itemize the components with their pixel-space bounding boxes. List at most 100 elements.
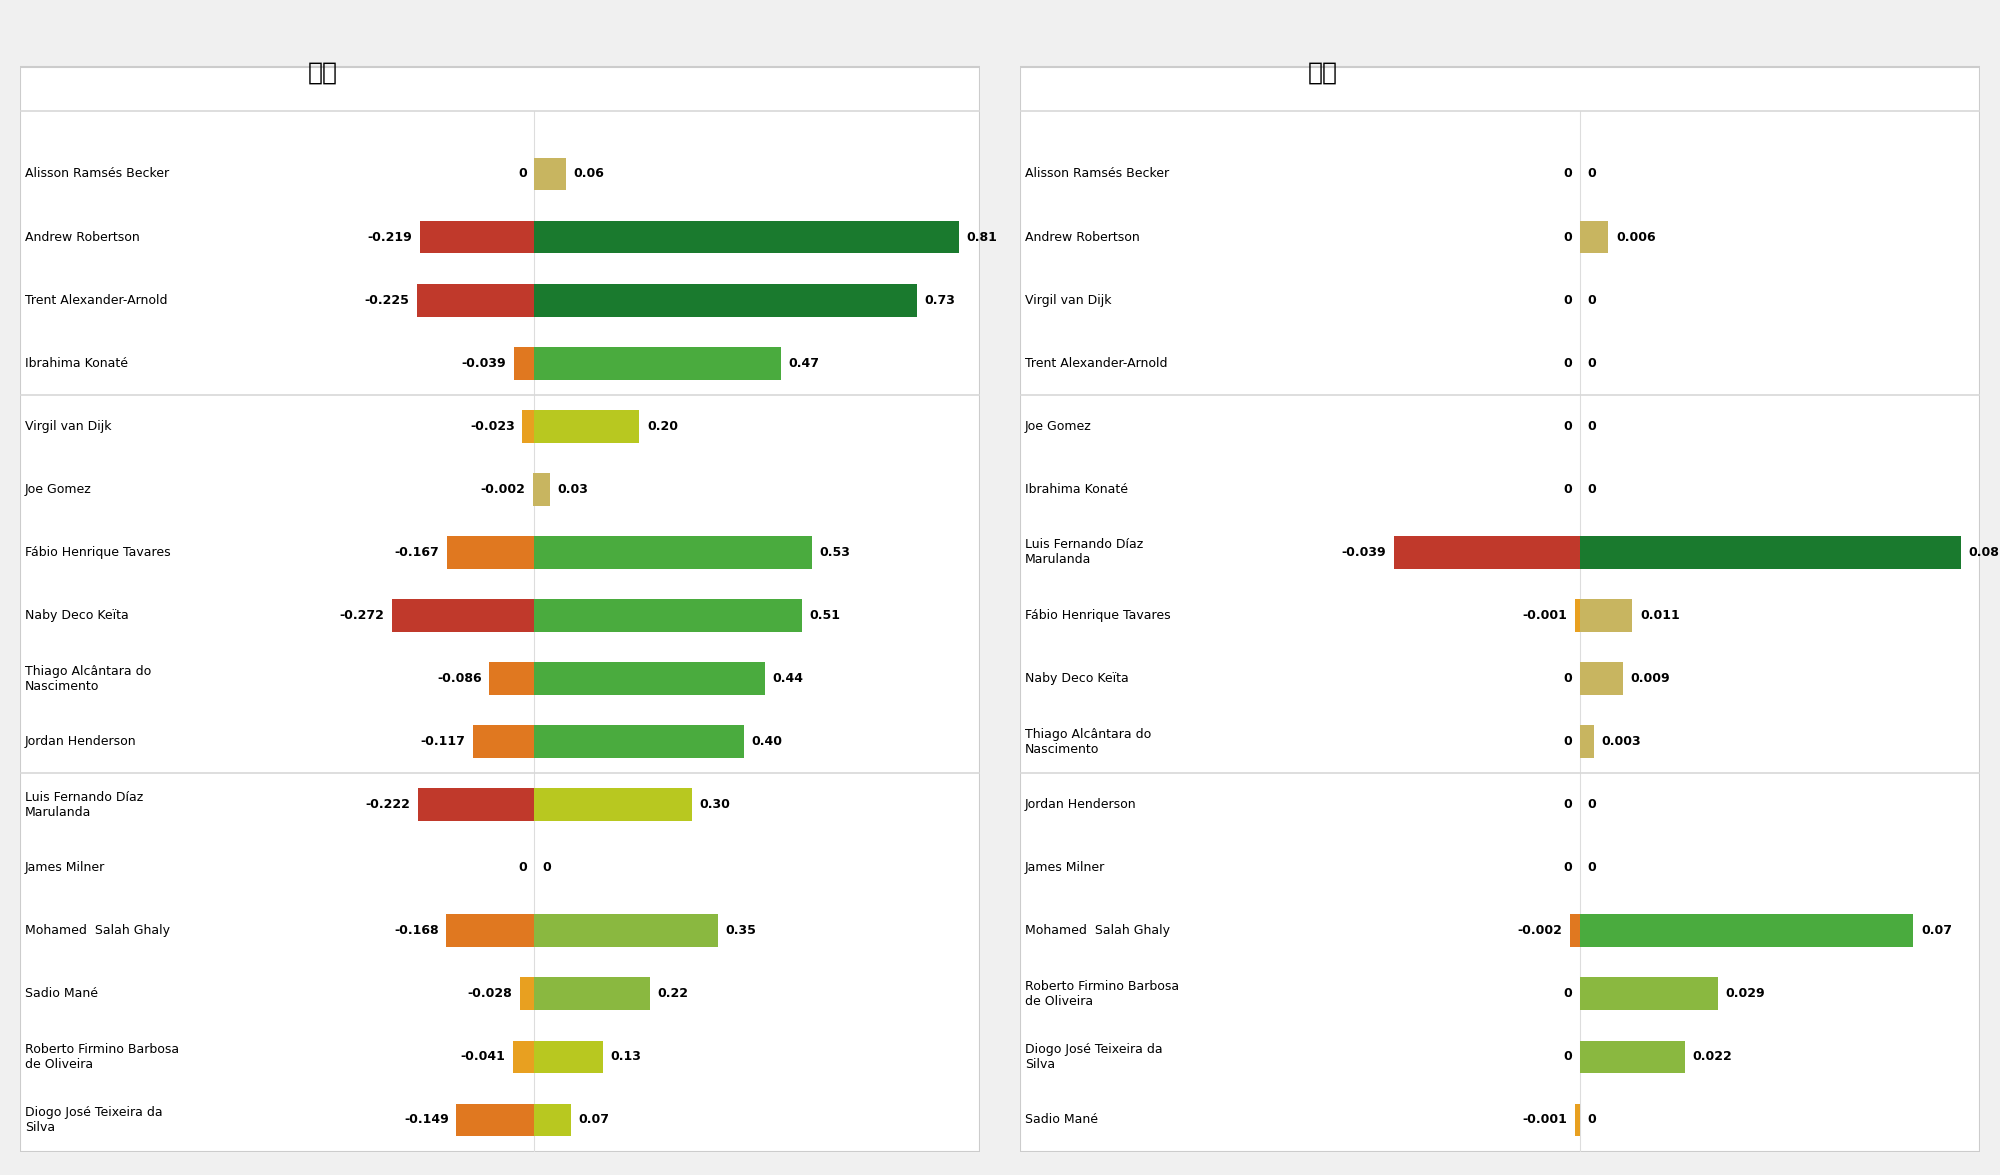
Text: 0: 0 [1588, 483, 1596, 496]
Text: -0.167: -0.167 [394, 546, 440, 559]
Text: -0.219: -0.219 [368, 230, 412, 243]
Bar [534, 347, 780, 380]
Text: -0.272: -0.272 [340, 609, 384, 622]
Text: Thiago Alcântara do
Nascimento: Thiago Alcântara do Nascimento [24, 665, 152, 692]
Text: -0.028: -0.028 [468, 987, 512, 1000]
Text: 0: 0 [1564, 230, 1572, 243]
Text: -0.086: -0.086 [438, 672, 482, 685]
Bar [392, 599, 534, 632]
Text: -0.117: -0.117 [420, 736, 466, 748]
Text: 0: 0 [1564, 294, 1572, 307]
Text: 0.53: 0.53 [820, 546, 850, 559]
Bar [446, 914, 534, 947]
Text: Alisson Ramsés Becker: Alisson Ramsés Becker [24, 168, 168, 181]
Bar [534, 157, 566, 190]
Bar [514, 347, 534, 380]
Text: Jordan Henderson: Jordan Henderson [1024, 798, 1136, 811]
Text: Mohamed  Salah Ghaly: Mohamed Salah Ghaly [24, 925, 170, 938]
Bar [512, 1041, 534, 1073]
Bar [416, 283, 534, 316]
Text: 0: 0 [1588, 861, 1596, 874]
Text: 0.44: 0.44 [772, 672, 804, 685]
Text: 0.07: 0.07 [578, 1114, 610, 1127]
Text: Sadio Mané: Sadio Mané [1024, 1114, 1098, 1127]
Text: Alisson Ramsés Becker: Alisson Ramsés Becker [1024, 168, 1168, 181]
Bar [1570, 914, 1580, 947]
Text: Luis Fernando Díaz
Marulanda: Luis Fernando Díaz Marulanda [1024, 538, 1144, 566]
Bar [522, 410, 534, 443]
Bar [490, 663, 534, 694]
Bar [1576, 1103, 1580, 1136]
Text: Diogo José Teixeira da
Silva: Diogo José Teixeira da Silva [1024, 1043, 1162, 1070]
Bar [534, 1103, 572, 1136]
Text: -0.041: -0.041 [460, 1050, 506, 1063]
Text: Luis Fernando Díaz
Marulanda: Luis Fernando Díaz Marulanda [24, 791, 144, 819]
Text: Jordan Henderson: Jordan Henderson [24, 736, 136, 748]
Text: Ibrahima Konaté: Ibrahima Konaté [1024, 483, 1128, 496]
Bar [1580, 221, 1608, 254]
Text: 0.003: 0.003 [1602, 736, 1642, 748]
Text: 0: 0 [1564, 798, 1572, 811]
Text: 0: 0 [1564, 168, 1572, 181]
Text: -0.168: -0.168 [394, 925, 438, 938]
Text: Trent Alexander-Arnold: Trent Alexander-Arnold [1024, 357, 1168, 370]
Bar [1580, 599, 1632, 632]
Bar [534, 914, 718, 947]
Bar [1576, 599, 1580, 632]
Text: 🔴⚽: 🔴⚽ [1308, 61, 1338, 85]
Text: 0: 0 [1588, 168, 1596, 181]
Text: Mohamed  Salah Ghaly: Mohamed Salah Ghaly [1024, 925, 1170, 938]
Text: 0: 0 [1564, 357, 1572, 370]
Text: 0.51: 0.51 [810, 609, 840, 622]
Text: Andrew Robertson: Andrew Robertson [1024, 230, 1140, 243]
Bar [1580, 914, 1914, 947]
Text: 0.009: 0.009 [1630, 672, 1670, 685]
Text: James Milner: James Milner [24, 861, 106, 874]
Bar [534, 599, 802, 632]
Text: Diogo José Teixeira da
Silva: Diogo José Teixeira da Silva [24, 1106, 162, 1134]
Text: Joe Gomez: Joe Gomez [24, 483, 92, 496]
Text: 0: 0 [518, 861, 526, 874]
Bar [534, 788, 692, 821]
Text: James Milner: James Milner [1024, 861, 1106, 874]
Text: Fábio Henrique Tavares: Fábio Henrique Tavares [1024, 609, 1170, 622]
Text: Roberto Firmino Barbosa
de Oliveira: Roberto Firmino Barbosa de Oliveira [24, 1043, 178, 1070]
Text: Naby Deco Keïta: Naby Deco Keïta [1024, 672, 1128, 685]
Text: 0: 0 [1564, 1050, 1572, 1063]
Text: -0.023: -0.023 [470, 419, 514, 432]
Bar [456, 1103, 534, 1136]
Text: -0.225: -0.225 [364, 294, 408, 307]
Text: -0.222: -0.222 [366, 798, 410, 811]
Text: Thiago Alcântara do
Nascimento: Thiago Alcântara do Nascimento [1024, 727, 1152, 756]
Bar [474, 725, 534, 758]
Text: 0.20: 0.20 [646, 419, 678, 432]
Bar [446, 536, 534, 569]
Text: Virgil van Dijk: Virgil van Dijk [24, 419, 112, 432]
Text: 0: 0 [1564, 736, 1572, 748]
Bar [534, 536, 812, 569]
Text: -0.001: -0.001 [1522, 609, 1568, 622]
Text: 0.029: 0.029 [1726, 987, 1766, 1000]
Bar [534, 663, 764, 694]
Text: Sadio Mané: Sadio Mané [24, 987, 98, 1000]
Text: -0.002: -0.002 [480, 483, 526, 496]
Text: 0.006: 0.006 [1616, 230, 1656, 243]
Bar [1580, 978, 1718, 1010]
Text: 0.30: 0.30 [700, 798, 730, 811]
Bar [534, 283, 916, 316]
Text: 🔴⚽: 🔴⚽ [308, 61, 338, 85]
Text: 0: 0 [1588, 798, 1596, 811]
Text: -0.001: -0.001 [1522, 1114, 1568, 1127]
Text: 0: 0 [1564, 861, 1572, 874]
Text: 0.011: 0.011 [1640, 609, 1680, 622]
Text: Roberto Firmino Barbosa
de Oliveira: Roberto Firmino Barbosa de Oliveira [1024, 980, 1178, 1008]
Text: 0: 0 [518, 168, 526, 181]
Bar [534, 472, 550, 505]
Text: Naby Deco Keïta: Naby Deco Keïta [24, 609, 128, 622]
Text: 0: 0 [1564, 419, 1572, 432]
Text: 0: 0 [1588, 357, 1596, 370]
Bar [520, 978, 534, 1010]
Text: -0.002: -0.002 [1518, 925, 1562, 938]
Text: 0: 0 [1588, 419, 1596, 432]
Text: 0.13: 0.13 [610, 1050, 642, 1063]
